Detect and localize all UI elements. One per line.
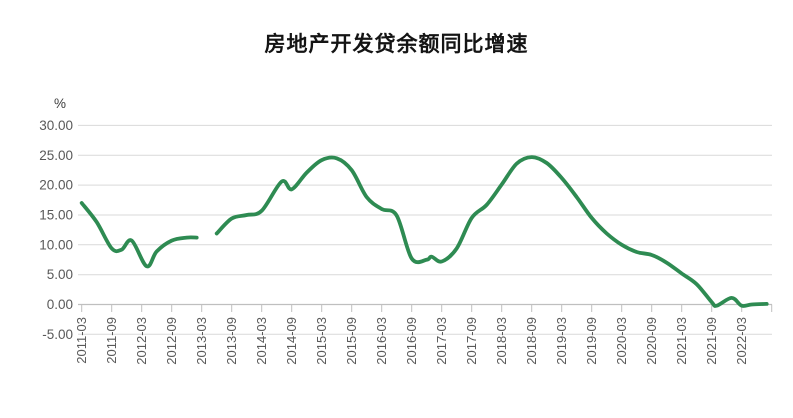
- chart-title: 房地产开发贷余额同比增速: [264, 33, 529, 56]
- x-tick-label: 2016-03: [374, 317, 389, 365]
- x-tick-label: 2020-09: [644, 317, 659, 365]
- y-tick-label: 30.00: [39, 118, 73, 133]
- x-tick-label: 2020-03: [614, 317, 629, 365]
- y-tick-label: -5.00: [42, 327, 73, 342]
- y-tick-label: 15.00: [39, 208, 73, 223]
- y-tick-label: 5.00: [47, 267, 73, 282]
- x-tick-label: 2018-09: [524, 317, 539, 365]
- x-tick-label: 2016-09: [404, 317, 419, 365]
- x-tick-label: 2014-03: [254, 317, 269, 365]
- y-tick-label: 25.00: [39, 148, 73, 163]
- x-tick-label: 2017-03: [434, 317, 449, 365]
- y-tick-label: 10.00: [39, 237, 73, 252]
- x-tick-label: 2012-03: [134, 317, 149, 365]
- x-tick-label: 2013-03: [194, 317, 209, 365]
- x-tick-label: 2022-03: [734, 317, 749, 365]
- x-tick-label: 2017-09: [464, 317, 479, 365]
- series-line: [214, 155, 769, 308]
- x-tick-label: 2021-03: [674, 317, 689, 365]
- x-tick-label: 2014-09: [284, 317, 299, 365]
- x-tick-label: 2019-03: [554, 317, 569, 365]
- x-tick-label: 2021-09: [704, 317, 719, 365]
- x-tick-label: 2012-09: [164, 317, 179, 365]
- x-tick-label: 2015-03: [314, 317, 329, 365]
- x-tick-label: 2019-09: [584, 317, 599, 365]
- x-tick-label: 2018-03: [494, 317, 509, 365]
- y-tick-label: 20.00: [39, 178, 73, 193]
- y-tick-label: 0.00: [47, 297, 73, 312]
- y-axis-unit-label: %: [54, 96, 66, 111]
- x-tick-label: 2011-09: [104, 317, 119, 364]
- x-tick-label: 2011-03: [74, 317, 89, 364]
- x-tick-label: 2013-09: [224, 317, 239, 365]
- series-line: [79, 201, 199, 269]
- x-tick-label: 2015-09: [344, 317, 359, 365]
